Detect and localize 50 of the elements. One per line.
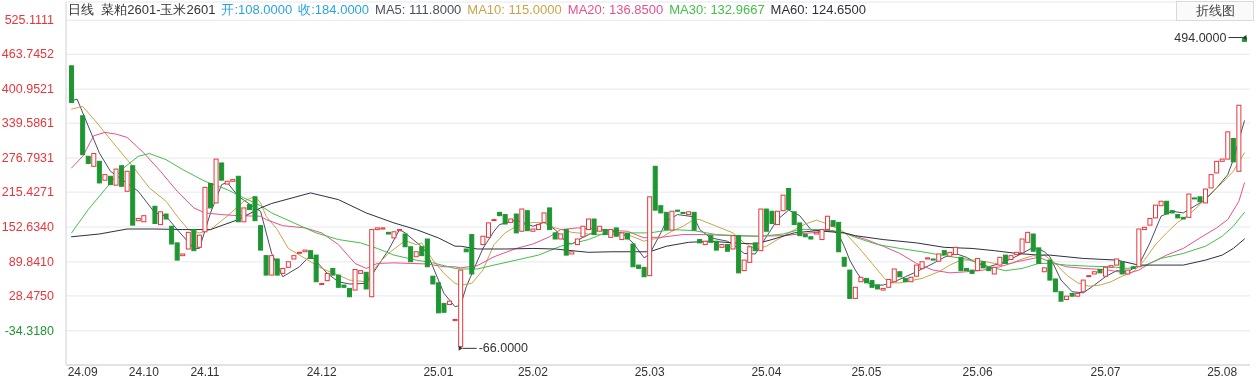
y-tick-label: 276.7931 [1,151,55,166]
x-tick-label: 24.11 [190,364,220,379]
annotation: 开:108.0000 [221,1,293,19]
chart-title: 日线 菜粕2601-玉米2601 [68,1,216,19]
text: MA30: 132.9667 [669,1,765,19]
text: MA60: 124.6500 [770,1,867,19]
annotation: 494.0000 [1174,30,1227,45]
line-series [71,153,1245,272]
candlestick [669,210,675,231]
candlestick [524,210,530,232]
y-tick-label: 28.4750 [8,288,55,303]
x-tick-label: 25.06 [962,364,993,379]
x-tick-label: 24.09 [67,364,99,379]
text: MA5: 111.8000 [375,1,462,19]
candlestick [786,188,792,211]
y-tick-label: 525.1111 [4,13,55,28]
candlestick [124,170,130,192]
text: MA10: 115.0000 [467,1,562,19]
text: MA20: 136.8500 [567,1,664,19]
y-tick-label: -34.3180 [4,323,55,338]
x-tick-label: 24.12 [306,364,338,379]
x-tick-label: 25.01 [423,364,454,379]
annotation: 收:184.0000 [298,1,370,19]
candlestick [513,213,519,234]
x-tick-label: 25.07 [1090,364,1121,379]
y-tick-label: 89.8410 [8,254,55,269]
candlestick [547,207,553,231]
x-tick-label: 25.08 [1207,364,1238,379]
line-series [71,131,1245,274]
x-tick-label: 25.03 [634,364,665,379]
candlestick [519,208,525,232]
candlestick [1230,138,1236,163]
y-tick-label: 152.6340 [1,220,55,234]
line-series [71,192,1245,266]
candlestick [96,160,102,184]
x-tick-label: 24.10 [128,364,160,379]
x-tick-label: 25.04 [751,364,782,379]
annotation: 折线图 [1176,1,1254,21]
y-tick-label: 400.9521 [1,82,55,97]
candlestick [119,165,125,187]
y-tick-label: 463.7452 [1,47,55,62]
y-tick-label: 339.5861 [1,116,55,131]
x-tick-label: 25.05 [851,364,882,379]
candlestick [1186,193,1192,218]
y-tick-label: 215.4271 [1,185,55,200]
x-tick-label: 25.02 [517,364,549,379]
candlestick [263,255,269,276]
candlestick [269,255,275,276]
annotation: -66.0000 [478,341,529,356]
candlestick [191,229,197,252]
